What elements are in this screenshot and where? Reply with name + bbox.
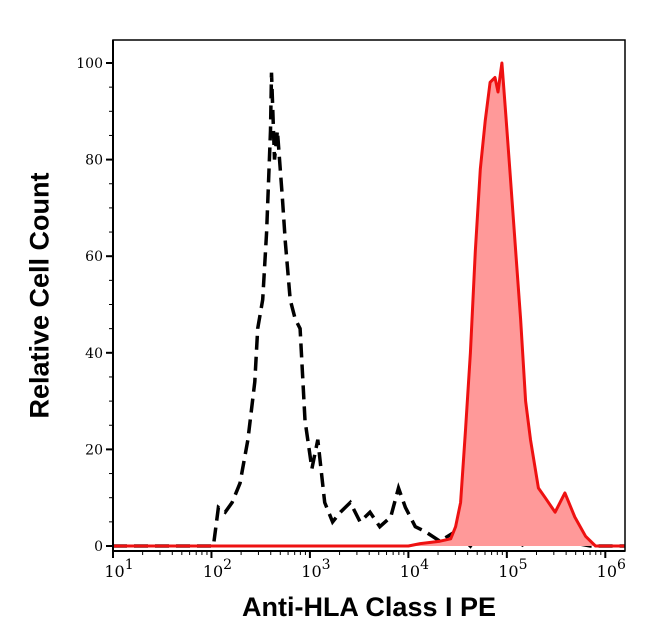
y-tick-label: 20 xyxy=(85,442,103,458)
series-fill-1 xyxy=(113,63,625,546)
y-axis-label: Relative Cell Count xyxy=(24,172,55,419)
y-tick-label: 0 xyxy=(94,539,103,555)
y-tick-label: 80 xyxy=(85,153,103,169)
series-line-1 xyxy=(113,61,625,548)
series-line-0 xyxy=(113,72,625,549)
x-tick-label: 101 xyxy=(104,557,133,581)
y-tick-label: 100 xyxy=(76,56,103,72)
y-tick-label: 60 xyxy=(85,249,103,265)
x-axis-label: Anti-HLA Class I PE xyxy=(241,592,497,622)
x-tick-label: 105 xyxy=(498,557,527,581)
x-tick-label: 104 xyxy=(400,557,429,581)
plot-frame xyxy=(112,39,626,552)
x-tick-label: 103 xyxy=(301,557,330,581)
x-tick-label: 106 xyxy=(597,557,626,581)
x-tick-label: 102 xyxy=(203,557,232,581)
y-tick-label: 40 xyxy=(85,346,103,362)
